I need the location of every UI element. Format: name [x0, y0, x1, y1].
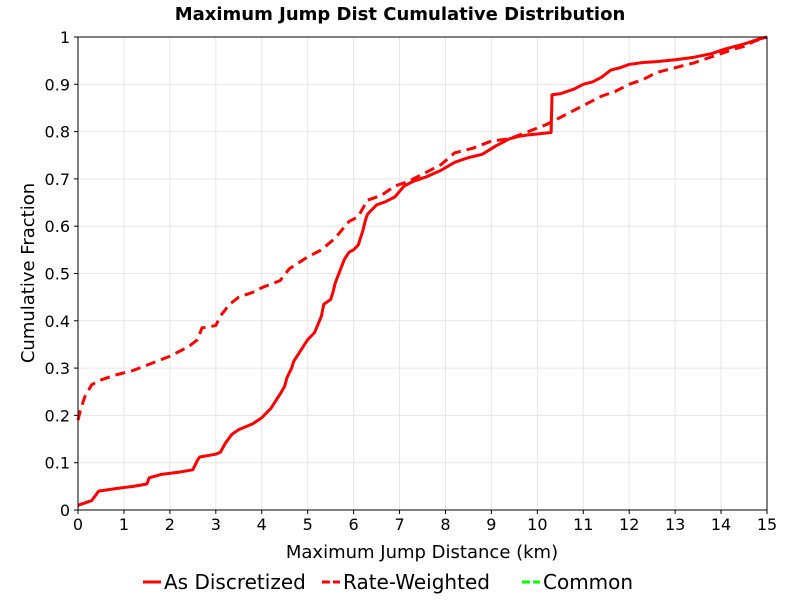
y-tick-label: 0.3 — [45, 359, 70, 378]
y-tick-label: 0.6 — [45, 217, 70, 236]
legend-label-common: Common — [543, 570, 633, 594]
x-tick-label: 1 — [119, 515, 129, 534]
series-line-as-discretized — [77, 35, 768, 507]
x-tick-label: 4 — [257, 515, 267, 534]
y-axis-label: Cumulative Fraction — [18, 183, 39, 363]
y-tick-label: 0.4 — [45, 312, 70, 331]
series-layer — [76, 35, 768, 507]
y-axis: 0 0.1 0.2 0.3 0.4 0.5 0.6 0.7 0.8 0.9 1 — [45, 28, 78, 520]
x-tick-label: 5 — [303, 515, 313, 534]
x-tick-label: 8 — [440, 515, 450, 534]
x-tick-label: 11 — [573, 515, 593, 534]
x-tick-label: 0 — [73, 515, 83, 534]
y-tick-label: 0.2 — [45, 406, 70, 425]
x-tick-label: 12 — [619, 515, 639, 534]
y-tick-label: 0.1 — [45, 454, 70, 473]
y-tick-label: 0.8 — [45, 123, 70, 142]
x-tick-label: 3 — [211, 515, 221, 534]
legend: As Discretized Rate-Weighted Common — [143, 570, 633, 594]
x-axis: 0 1 2 3 4 5 6 7 8 9 10 11 12 13 14 15 — [73, 510, 777, 534]
chart-title: Maximum Jump Dist Cumulative Distributio… — [175, 4, 626, 25]
y-tick-label: 0.5 — [45, 265, 70, 284]
x-tick-label: 2 — [165, 515, 175, 534]
x-tick-label: 13 — [665, 515, 685, 534]
x-tick-label: 10 — [527, 515, 547, 534]
y-tick-label: 0.9 — [45, 75, 70, 94]
legend-label-as-discretized: As Discretized — [164, 570, 306, 594]
y-tick-label: 0 — [60, 501, 70, 520]
x-axis-label: Maximum Jump Distance (km) — [286, 542, 558, 563]
y-tick-label: 1 — [60, 28, 70, 47]
x-tick-label: 6 — [349, 515, 359, 534]
x-tick-label: 14 — [711, 515, 731, 534]
series-line-rate-weighted — [76, 35, 768, 421]
legend-label-rate-weighted: Rate-Weighted — [343, 570, 490, 594]
x-tick-label: 9 — [486, 515, 496, 534]
grid — [77, 36, 768, 511]
x-tick-label: 7 — [394, 515, 404, 534]
y-tick-label: 0.7 — [45, 170, 70, 189]
x-tick-label: 15 — [757, 515, 777, 534]
